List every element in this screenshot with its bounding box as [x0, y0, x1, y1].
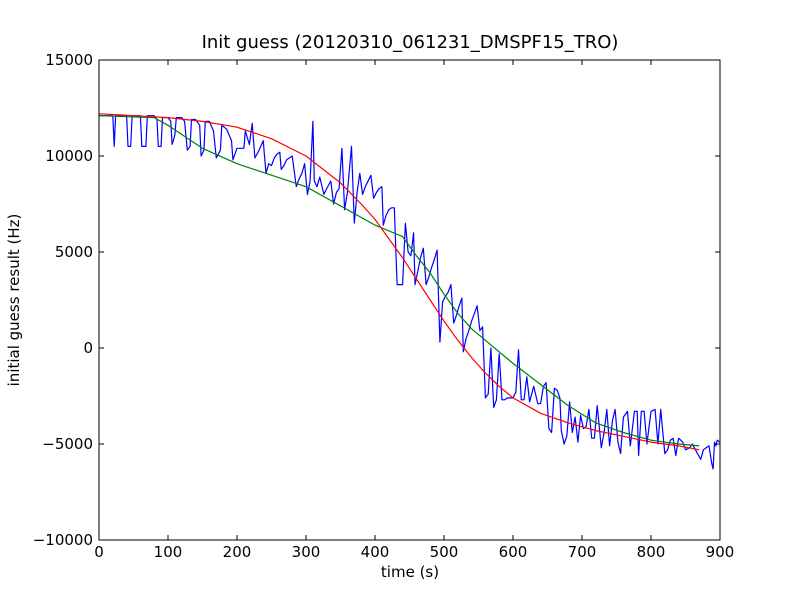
chart-title: Init guess (20120310_061231_DMSPF15_TRO)	[202, 32, 619, 53]
x-tick-label: 600	[499, 543, 528, 561]
x-tick-label: 700	[568, 543, 597, 561]
series-line-2	[99, 113, 700, 451]
y-tick-label: −10000	[33, 531, 93, 549]
x-tick-label: 200	[223, 543, 252, 561]
x-axis-label: time (s)	[381, 563, 439, 581]
x-tick-label: 0	[94, 543, 104, 561]
x-tick-label: 500	[430, 543, 459, 561]
axes-frame	[98, 59, 721, 541]
x-tick-label: 400	[361, 543, 390, 561]
x-tick-label: 100	[154, 543, 183, 561]
series-line-0	[99, 115, 720, 470]
y-tick-label: −5000	[42, 435, 93, 453]
y-axis-label: initial guess result (Hz)	[5, 214, 23, 387]
x-tick-label: 900	[706, 543, 735, 561]
x-tick-label: 300	[292, 543, 321, 561]
y-tick-label: 15000	[45, 51, 93, 69]
plot-area: 0 100 200 300 400 500 600 700 800 900 −10000 −5000 0…	[33, 51, 735, 561]
y-tick-label: 10000	[45, 147, 93, 165]
y-tick-label: 0	[83, 339, 93, 357]
x-tick-label: 800	[637, 543, 666, 561]
y-tick-label: 5000	[55, 243, 93, 261]
series-line-1	[99, 115, 700, 447]
